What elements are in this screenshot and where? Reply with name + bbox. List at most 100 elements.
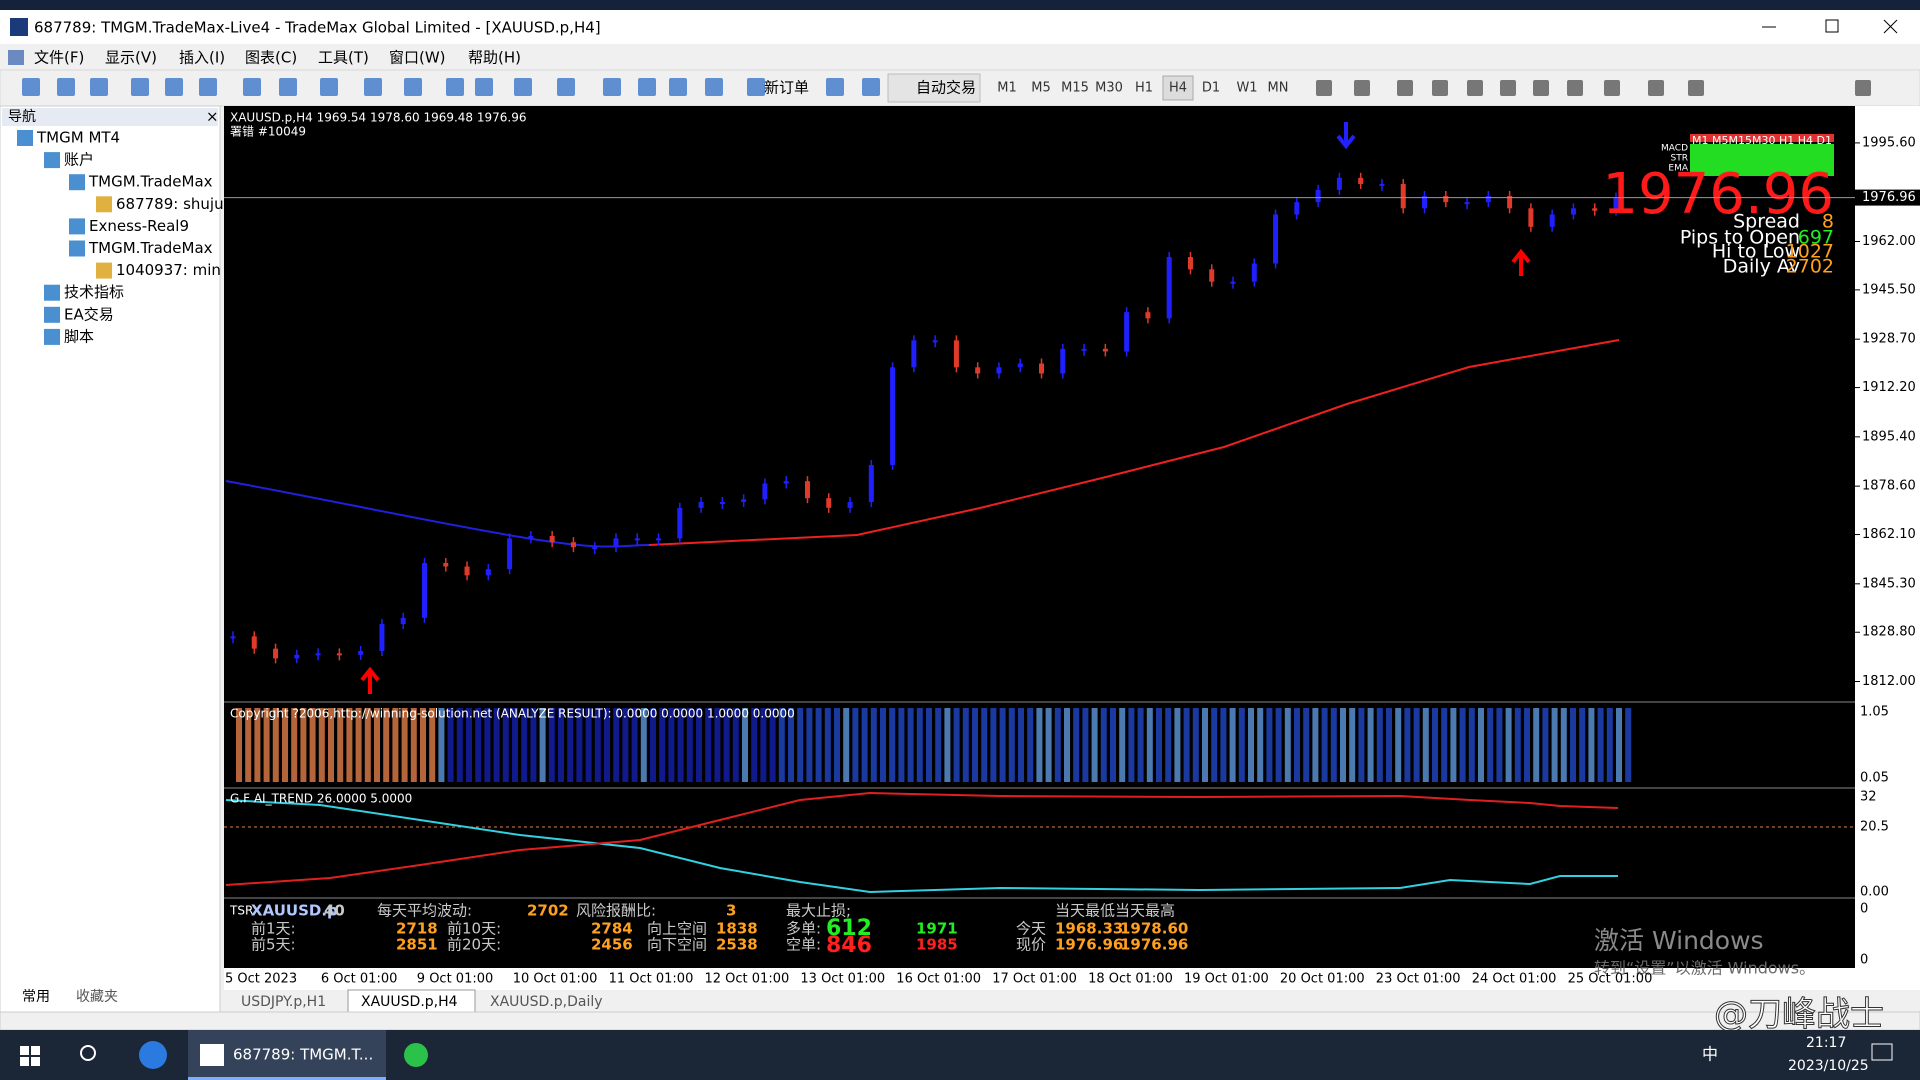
navigator-tree: TMGM MT4 账户 TMGM.TradeMax 687789: shuju Exne…	[17, 129, 224, 345]
chart-tab[interactable]: XAUUSD.p,H4	[361, 994, 458, 1010]
analyze-bar	[732, 708, 739, 782]
clock-time[interactable]: 21:17	[1806, 1035, 1846, 1051]
chart-tab[interactable]: USDJPY.p,H1	[241, 994, 326, 1010]
toolbar-icon[interactable]	[1397, 80, 1413, 96]
toolbar-icon[interactable]	[279, 78, 297, 96]
candle	[1400, 183, 1406, 209]
timeframe[interactable]: H4	[1169, 81, 1187, 96]
toolbar-icon[interactable]	[475, 78, 493, 96]
toolbar-icon[interactable]	[446, 78, 464, 96]
menu-item[interactable]: 显示(V)	[105, 49, 157, 67]
app-icon	[10, 18, 28, 36]
tree-item[interactable]: EA交易	[64, 305, 114, 323]
search[interactable]	[80, 1045, 96, 1061]
ime[interactable]: 中	[1702, 1045, 1718, 1064]
toolbar-icon[interactable]	[557, 78, 575, 96]
toolbar-icon[interactable]	[243, 78, 261, 96]
x-tick-label: 19 Oct 01:00	[1184, 972, 1269, 987]
analyze-bar	[1358, 708, 1365, 782]
toolbar-icon[interactable]	[1604, 80, 1620, 96]
toolbar-icon[interactable]	[22, 78, 40, 96]
analyze-bar	[1487, 708, 1494, 782]
menu-item[interactable]: 插入(I)	[179, 49, 225, 67]
menu-item[interactable]: 窗口(W)	[389, 49, 446, 67]
toolbar-icon[interactable]	[199, 78, 217, 96]
toolbar-icon[interactable]	[364, 78, 382, 96]
analyze-bar	[1321, 708, 1328, 782]
toolbar-icon[interactable]	[1855, 80, 1871, 96]
tree-item[interactable]: 账户	[64, 151, 94, 169]
toolbar-icon[interactable]	[1467, 80, 1483, 96]
toolbar-icon[interactable]	[1316, 80, 1332, 96]
tree-item[interactable]: TMGM.TradeMax	[88, 239, 213, 257]
clock-date[interactable]: 2023/10/25	[1788, 1058, 1869, 1074]
toolbar-icon[interactable]	[165, 78, 183, 96]
toolbar-icon[interactable]	[1432, 80, 1448, 96]
menu-item[interactable]: 文件(F)	[34, 49, 84, 67]
auto-trade[interactable]: 自动交易	[916, 79, 976, 97]
menu-item[interactable]: 工具(T)	[318, 49, 369, 67]
active-indicator	[188, 1077, 386, 1080]
timeframe[interactable]: M15	[1061, 81, 1089, 96]
y-tick-label: 1995.60	[1862, 135, 1916, 150]
toolbar-icon[interactable]	[603, 78, 621, 96]
analyze-bar	[1505, 708, 1512, 782]
navigator-tab[interactable]: 收藏夹	[76, 989, 118, 1005]
analyze-bar	[1330, 708, 1337, 782]
analyze-bar	[1018, 708, 1024, 782]
chart-tab[interactable]: XAUUSD.p,Daily	[490, 994, 603, 1010]
toolbar-icon[interactable]	[131, 78, 149, 96]
tsr-value: 2784	[591, 920, 633, 938]
navigator-close[interactable]: ×	[206, 108, 219, 126]
maximize[interactable]	[1825, 19, 1839, 33]
timeframe[interactable]: H1	[1135, 81, 1153, 96]
app-title[interactable]: 687789: TMGM.T...	[233, 1046, 373, 1064]
timeframe[interactable]: W1	[1236, 81, 1257, 96]
toolbar-icon[interactable]	[1567, 80, 1583, 96]
close[interactable]	[1883, 19, 1898, 34]
toolbar-icon[interactable]	[1648, 80, 1664, 96]
menu-item[interactable]: 帮助(H)	[468, 49, 521, 67]
toolbar-icon[interactable]	[638, 78, 656, 96]
toolbar-icon[interactable]	[826, 78, 844, 96]
toolbar-icon[interactable]	[90, 78, 108, 96]
new-order[interactable]: 新订单	[764, 79, 809, 97]
tree-item[interactable]: 脚本	[64, 327, 94, 345]
timeframe[interactable]: D1	[1202, 81, 1220, 96]
navigator-tab[interactable]: 常用	[22, 989, 50, 1005]
toolbar-icon[interactable]	[705, 78, 723, 96]
analyze-bar	[254, 708, 261, 782]
toolbar-icon[interactable]	[669, 78, 687, 96]
tree-item[interactable]: Exness-Real9	[89, 217, 189, 235]
tree-item[interactable]: 687789: shuju	[116, 195, 224, 213]
notifications[interactable]	[1871, 1043, 1893, 1061]
timeframe[interactable]: M30	[1095, 81, 1123, 96]
candle	[911, 340, 917, 368]
date-axis	[224, 968, 1855, 990]
tree-item[interactable]: 技术指标	[64, 283, 124, 301]
toolbar-icon[interactable]	[1500, 80, 1516, 96]
analyze-bar	[1588, 708, 1595, 782]
timeframe[interactable]: MN	[1268, 81, 1289, 96]
tree-item[interactable]: TMGM MT4	[36, 129, 120, 147]
toolbar-icon[interactable]	[404, 78, 422, 96]
wechat[interactable]	[404, 1043, 428, 1067]
toolbar-icon[interactable]	[862, 78, 880, 96]
toolbar-icon[interactable]	[320, 78, 338, 96]
toolbar-icon[interactable]	[57, 78, 75, 96]
analyze-bar	[309, 708, 316, 782]
toolbar-icon[interactable]	[1354, 80, 1370, 96]
timeframe[interactable]: M1	[997, 81, 1017, 96]
tree-item[interactable]: TMGM.TradeMax	[88, 173, 213, 191]
auto-trade-button[interactable]	[887, 73, 981, 103]
menu-item[interactable]: 图表(C)	[245, 49, 297, 67]
timeframe[interactable]: M5	[1031, 81, 1051, 96]
tree-item[interactable]: 1040937: min	[116, 261, 221, 279]
start-button[interactable]	[20, 1046, 40, 1066]
toolbar-icon[interactable]	[747, 78, 765, 96]
toolbar-icon[interactable]	[514, 78, 532, 96]
app-k[interactable]	[139, 1041, 167, 1069]
navigator-title: 导航	[8, 109, 36, 125]
toolbar-icon[interactable]	[1688, 80, 1704, 96]
toolbar-icon[interactable]	[1533, 80, 1549, 96]
